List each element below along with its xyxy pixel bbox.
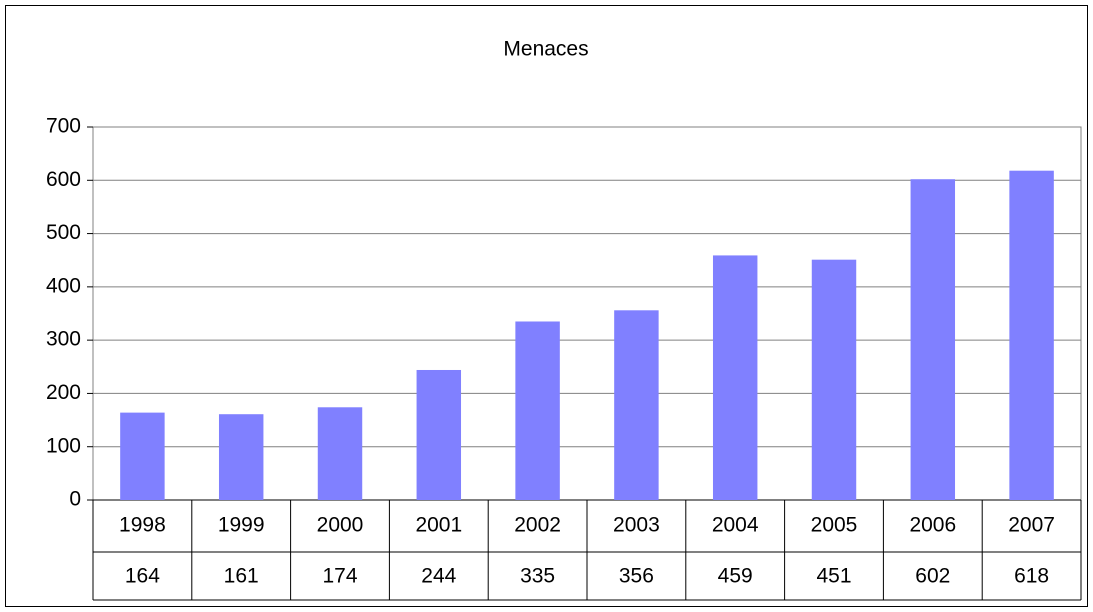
x-tick-label: 2001 — [415, 514, 462, 537]
bar — [218, 414, 264, 500]
table-value: 161 — [224, 565, 259, 588]
x-tick-label: 2004 — [712, 514, 759, 537]
y-tick-label: 300 — [46, 328, 81, 351]
y-tick-label: 400 — [46, 274, 81, 297]
table-value: 174 — [322, 565, 357, 588]
y-tick-label: 100 — [46, 434, 81, 457]
table-value: 618 — [1014, 565, 1049, 588]
bar — [1009, 170, 1054, 501]
x-tick-label: 2007 — [1008, 514, 1055, 537]
x-tick-label: 2002 — [514, 514, 561, 537]
y-tick-label: 200 — [46, 381, 81, 404]
table-value: 244 — [421, 565, 456, 588]
table-value: 356 — [619, 565, 654, 588]
table-value: 164 — [125, 565, 160, 588]
x-tick-label: 2003 — [613, 514, 660, 537]
table-value: 335 — [520, 565, 555, 588]
y-tick-label: 600 — [46, 168, 81, 191]
bar — [712, 255, 758, 500]
table-value: 451 — [816, 565, 851, 588]
bar — [317, 407, 363, 500]
x-tick-label: 2000 — [317, 514, 364, 537]
x-tick-label: 2006 — [909, 514, 956, 537]
bar — [416, 369, 462, 500]
table-value: 602 — [915, 565, 950, 588]
y-tick-label: 700 — [46, 115, 81, 138]
bar — [614, 310, 659, 500]
bar — [910, 179, 956, 500]
bar — [515, 321, 560, 500]
chart-title: Menaces — [503, 38, 588, 61]
y-tick-label: 0 — [69, 488, 81, 511]
y-tick-label: 500 — [46, 221, 81, 244]
table-value: 459 — [718, 565, 753, 588]
x-tick-label: 1998 — [119, 514, 166, 537]
bar — [120, 412, 165, 500]
bar — [811, 259, 857, 500]
x-tick-label: 2005 — [811, 514, 858, 537]
x-tick-label: 1999 — [218, 514, 265, 537]
